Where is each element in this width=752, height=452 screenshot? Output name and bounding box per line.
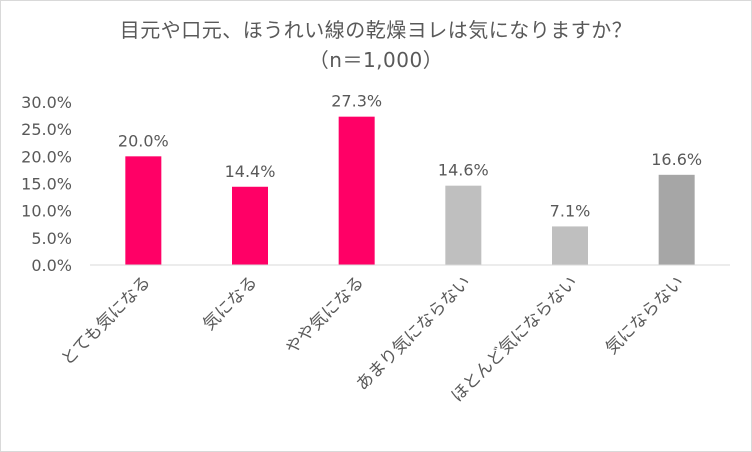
category-label: 気になる [199, 272, 261, 334]
y-tick-label: 0.0% [31, 256, 72, 275]
category-label: あまり気にならない [353, 272, 475, 394]
y-tick-label: 15.0% [21, 175, 72, 194]
bars [125, 116, 695, 265]
data-label: 16.6% [651, 150, 702, 169]
y-tick-label: 10.0% [21, 202, 72, 221]
data-label: 20.0% [118, 131, 169, 150]
bar [552, 226, 588, 265]
y-axis: 0.0% 5.0% 10.0% 15.0% 20.0% 25.0% 30.0% [21, 93, 72, 275]
bar [658, 174, 695, 265]
data-label: 14.4% [225, 162, 276, 181]
value-labels: 20.0% 14.4% 27.3% 14.6% 7.1% 16.6% [118, 92, 702, 221]
category-label: とても気になる [58, 272, 155, 369]
bar [445, 185, 482, 265]
bar [125, 156, 162, 265]
bar [232, 186, 268, 265]
category-label: やや気になる [282, 272, 368, 358]
data-label: 7.1% [550, 201, 591, 220]
chart-subtitle: （n＝1,000） [308, 48, 444, 72]
data-label: 14.6% [438, 161, 489, 180]
y-tick-label: 30.0% [21, 93, 72, 112]
y-tick-label: 25.0% [21, 120, 72, 139]
chart-title: 目元や口元、ほうれい線の乾燥ヨレは気になりますか？ [119, 18, 633, 42]
bar [338, 116, 375, 265]
y-tick-label: 20.0% [21, 147, 72, 166]
data-label: 27.3% [331, 92, 382, 111]
y-tick-label: 5.0% [31, 229, 72, 248]
category-label: 気にならない [602, 272, 688, 358]
